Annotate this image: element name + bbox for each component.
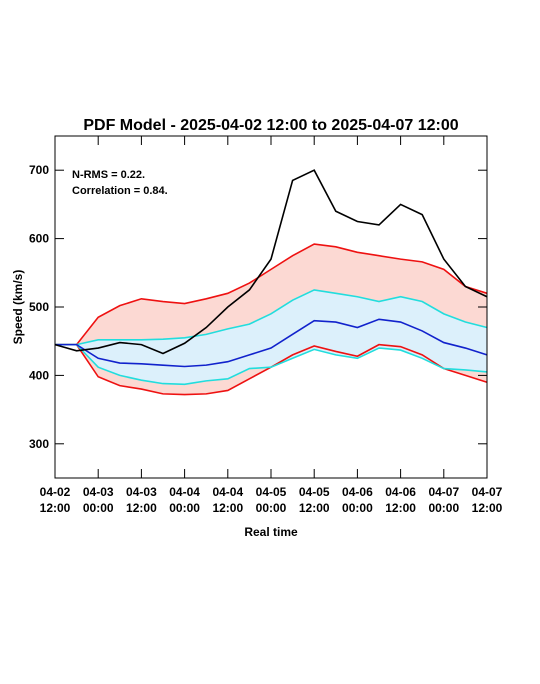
series-line: [54, 169, 488, 355]
annotation: Correlation = 0.84.: [72, 185, 168, 197]
y-axis-label: Speed (km/s): [11, 270, 25, 345]
band-line: [55, 243, 488, 346]
annotation: N-RMS = 0.22.: [72, 169, 145, 181]
y-tick-label: 600: [29, 232, 49, 246]
chart-title: PDF Model - 2025-04-02 12:00 to 2025-04-…: [83, 117, 458, 134]
x-tick-label: 04-03 00:00: [83, 485, 114, 515]
x-axis-label: Real time: [244, 525, 298, 539]
x-tick-label: 04-05 00:00: [256, 485, 287, 515]
x-tick-label: 04-05 12:00: [299, 485, 330, 515]
band-line: [55, 289, 488, 346]
band-area: [55, 289, 487, 385]
y-tick-label: 400: [29, 368, 49, 382]
y-tick-label: 700: [29, 163, 49, 177]
x-tick-label: 04-07 12:00: [472, 485, 503, 515]
y-tick-label: 300: [29, 437, 49, 451]
series-line: [55, 318, 488, 368]
x-tick-label: 04-06 00:00: [342, 485, 373, 515]
x-tick-label: 04-03 12:00: [126, 485, 157, 515]
band-line: [55, 343, 488, 386]
x-tick-label: 04-06 12:00: [385, 485, 416, 515]
x-tick-label: 04-02 12:00: [40, 485, 71, 515]
x-tick-label: 04-07 00:00: [428, 485, 459, 515]
y-tick-label: 500: [29, 300, 49, 314]
x-tick-label: 04-04 12:00: [212, 485, 243, 515]
x-tick-label: 04-04 00:00: [169, 485, 200, 515]
